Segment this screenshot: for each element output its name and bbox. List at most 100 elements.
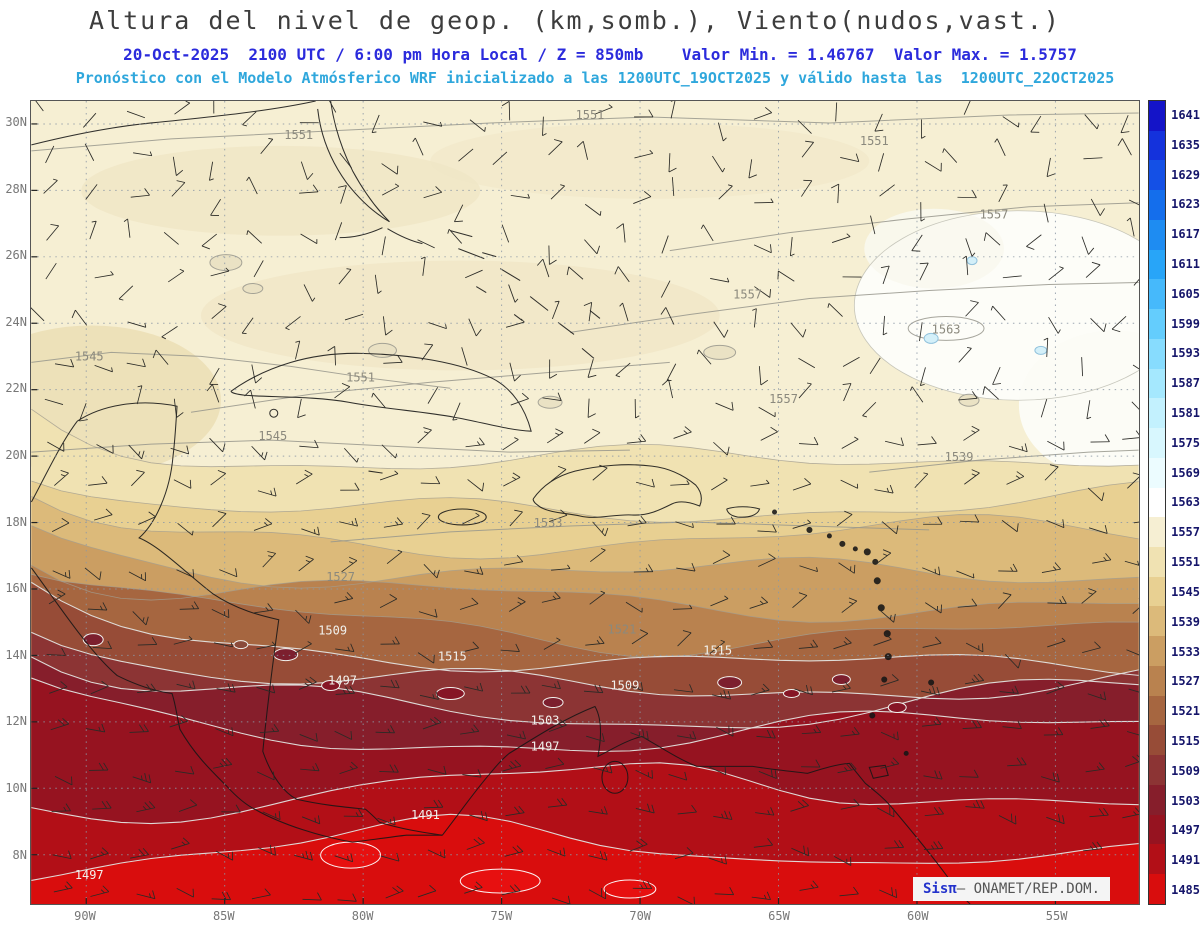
svg-text:1563: 1563 (932, 322, 961, 336)
svg-text:1515: 1515 (438, 650, 467, 664)
colorbar-cell (1149, 874, 1166, 904)
lon-label: 90W (74, 909, 96, 923)
svg-text:1539: 1539 (945, 450, 974, 464)
colorbar-label: 1545 (1171, 584, 1200, 599)
colorbar-label: 1509 (1171, 763, 1200, 778)
svg-text:1557: 1557 (980, 208, 1009, 222)
graticule (31, 101, 1139, 904)
colorbar-label: 1551 (1171, 555, 1200, 570)
lon-label: 80W (351, 909, 374, 923)
colorbar-labels: 1641 1635 1629 1623 1617 1611 1605 1599 1593 1587… (1171, 100, 1200, 905)
colorbar-cell (1149, 814, 1166, 845)
colorbar-cells (1148, 100, 1167, 905)
colorbar-cell (1149, 636, 1166, 666)
colorbar-cell (1149, 665, 1166, 696)
colorbar-label: 1539 (1171, 614, 1200, 629)
lat-label: 10N (5, 781, 27, 795)
colorbar-cell (1149, 190, 1166, 220)
colorbar-label: 1629 (1171, 167, 1200, 182)
colorbar-label: 1617 (1171, 227, 1200, 242)
contour-lines (31, 408, 1139, 881)
lat-label: 22N (5, 381, 27, 396)
lat-label: 28N (5, 181, 27, 196)
colorbar-label: 1527 (1171, 674, 1200, 689)
forecast-map: 1551 1551 1551 1557 1557 1563 1545 1551 1557 1545… (30, 100, 1140, 905)
colorbar-cell (1149, 428, 1166, 458)
lon-label: 85W (212, 909, 235, 923)
colorbar-cell (1149, 844, 1166, 875)
colorbar-label: 1611 (1171, 256, 1200, 271)
colorbar-label: 1533 (1171, 644, 1200, 659)
colorbar-cell (1149, 487, 1166, 518)
watermark-brand: Sisπ (923, 881, 957, 897)
lat-label: 20N (5, 448, 27, 462)
watermark: Sisπ — ONAMET/REP.DOM. (913, 877, 1111, 901)
svg-text:1545: 1545 (258, 429, 287, 443)
colorbar-label: 1575 (1171, 435, 1200, 450)
colorbar-label: 1563 (1171, 495, 1200, 510)
colorbar-label: 1599 (1171, 316, 1200, 331)
svg-text:1551: 1551 (346, 370, 375, 384)
coastlines (31, 101, 971, 904)
svg-text:1557: 1557 (769, 392, 798, 406)
height-bands (31, 409, 1139, 904)
colorbar-cell (1149, 101, 1166, 131)
page-title: Altura del nivel de geop. (km,somb.), Vi… (89, 6, 1061, 35)
colorbar-label: 1635 (1171, 137, 1200, 152)
wind-barbs (31, 101, 1139, 904)
lat-label: 18N (5, 514, 27, 529)
svg-text:1551: 1551 (860, 134, 889, 148)
colorbar-label: 1623 (1171, 197, 1200, 212)
svg-text:1497: 1497 (75, 868, 104, 882)
watermark-org: — ONAMET/REP.DOM. (956, 881, 1101, 897)
colorbar-cell (1149, 219, 1166, 250)
svg-text:1551: 1551 (576, 108, 605, 122)
colorbar-label: 1491 (1171, 853, 1200, 868)
colorbar-cell (1149, 547, 1166, 577)
lon-label: 65W (768, 909, 790, 923)
colorbar-label: 1497 (1171, 823, 1200, 838)
colorbar-cell (1149, 457, 1166, 488)
svg-text:1503: 1503 (531, 713, 560, 727)
geopotential-contours (31, 112, 1139, 543)
contour-labels: 1551 1551 1551 1557 1557 1563 1545 1551 1557 1545… (75, 108, 1009, 882)
colorbar-label: 1515 (1171, 733, 1200, 748)
svg-text:1521: 1521 (607, 623, 636, 637)
colorbar-label: 1485 (1171, 883, 1200, 898)
colorbar-label: 1581 (1171, 406, 1200, 421)
colorbar-label: 1557 (1171, 525, 1200, 540)
svg-text:1509: 1509 (318, 624, 347, 638)
svg-text:1497: 1497 (328, 674, 357, 688)
colorbar-cell (1149, 279, 1166, 310)
colorbar: 1641 1635 1629 1623 1617 1611 1605 1599 1593 1587… (1148, 100, 1200, 905)
svg-text:1527: 1527 (326, 570, 355, 584)
lat-label: 30N (5, 115, 27, 129)
colorbar-cell (1149, 695, 1166, 726)
valid-time-line: 20-Oct-2025 2100 UTC / 6:00 pm Hora Loca… (123, 45, 1077, 64)
svg-text:1509: 1509 (610, 679, 639, 693)
lon-label: 55W (1045, 909, 1068, 923)
colorbar-label: 1503 (1171, 793, 1200, 808)
lat-label: 14N (5, 647, 27, 662)
colorbar-cell (1149, 309, 1166, 339)
colorbar-label: 1587 (1171, 376, 1200, 391)
lat-label: 26N (5, 248, 27, 263)
svg-text:1533: 1533 (534, 516, 563, 530)
svg-text:1491: 1491 (411, 808, 440, 822)
colorbar-label: 1605 (1171, 286, 1200, 301)
lon-label: 60W (906, 909, 929, 923)
colorbar-cell (1149, 130, 1166, 161)
colorbar-cell (1149, 338, 1166, 369)
colorbar-cell (1149, 606, 1166, 637)
colorbar-label: 1593 (1171, 346, 1200, 361)
lon-label: 70W (629, 909, 652, 923)
colorbar-cell (1149, 249, 1166, 280)
svg-text:1515: 1515 (703, 644, 732, 658)
colorbar-cell (1149, 784, 1166, 815)
lon-label: 75W (490, 909, 513, 923)
svg-text:1557: 1557 (733, 288, 762, 302)
svg-text:1551: 1551 (284, 128, 313, 142)
lat-label: 12N (5, 714, 27, 729)
svg-text:1545: 1545 (75, 349, 104, 363)
